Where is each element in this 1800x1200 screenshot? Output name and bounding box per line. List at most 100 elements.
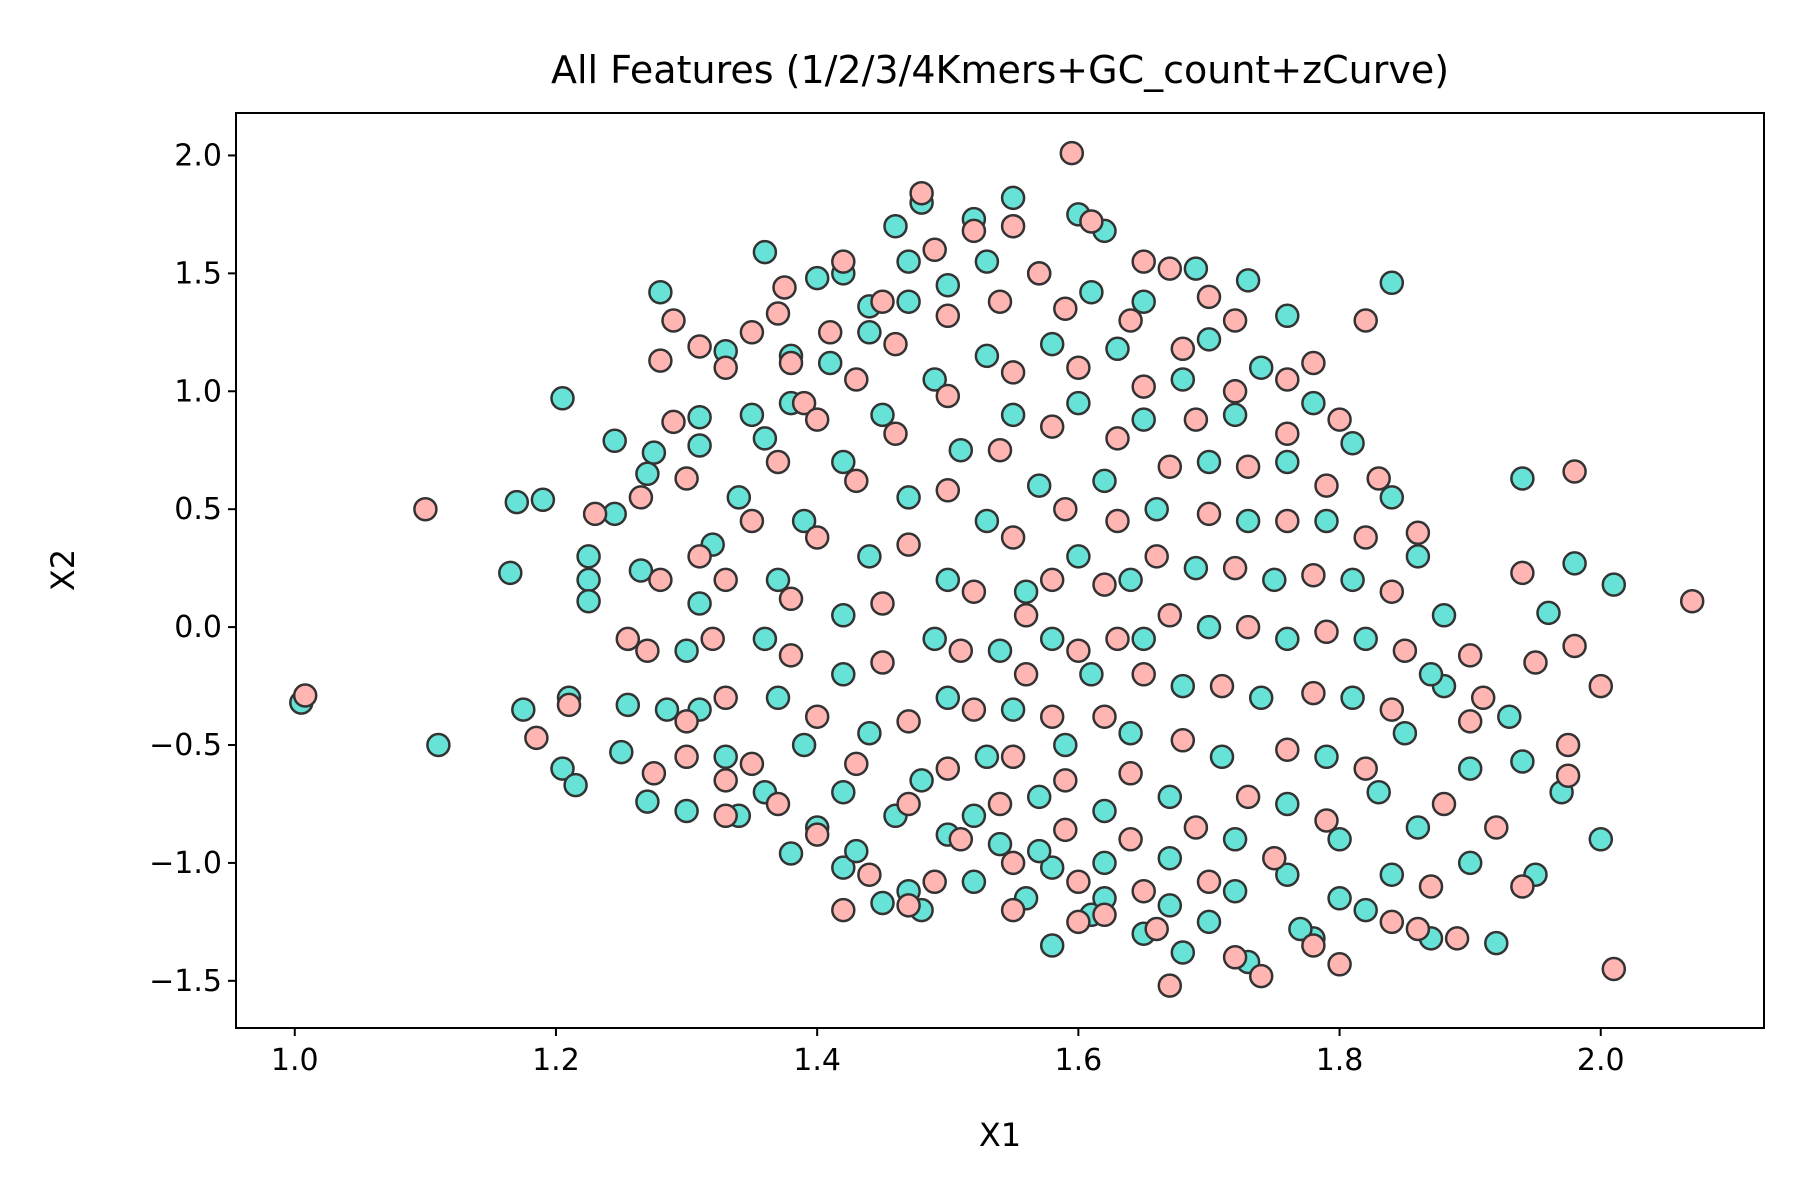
scatter-point-series-1 — [687, 591, 712, 616]
scatter-point-series-2 — [1314, 473, 1339, 498]
scatter-point-series-1 — [1039, 626, 1065, 652]
x-axis: 1.0 1.2 1.4 1.6 1.8 2.0 — [271, 1028, 1625, 1078]
scatter-point-series-1 — [654, 697, 680, 722]
scatter-point-series-1 — [922, 367, 947, 392]
y-tick-label: 1.5 — [174, 256, 222, 291]
scatter-point-series-2 — [896, 532, 921, 557]
scatter-point-series-2 — [831, 249, 856, 274]
scatter-point-series-1 — [1275, 862, 1300, 887]
scatter-point-series-2 — [1000, 525, 1026, 550]
scatter-point-series-1 — [1026, 473, 1052, 498]
scatter-point-series-2 — [1000, 213, 1026, 239]
y-tick-label: −1.0 — [149, 846, 222, 881]
scatter-point-series-2 — [1222, 945, 1248, 970]
scatter-point-series-2 — [987, 289, 1013, 314]
points-layer — [289, 140, 1705, 998]
scatter-point-series-2 — [1523, 650, 1548, 675]
scatter-point-series-1 — [831, 449, 856, 475]
scatter-point-series-1 — [1275, 791, 1300, 817]
scatter-point-series-1 — [1092, 798, 1117, 824]
scatter-point-series-2 — [1118, 308, 1143, 333]
scatter-point-series-1 — [1536, 600, 1561, 626]
scatter-point-series-1 — [1301, 390, 1326, 416]
scatter-point-series-1 — [831, 779, 856, 805]
scatter-point-series-2 — [1013, 603, 1039, 628]
scatter-point-series-2 — [1431, 791, 1457, 817]
scatter-point-series-1 — [883, 213, 908, 239]
scatter-point-series-1 — [1379, 862, 1405, 887]
scatter-point-series-2 — [791, 390, 817, 416]
scatter-point-series-1 — [1314, 744, 1339, 770]
scatter-point-series-1 — [648, 279, 673, 305]
scatter-point-series-2 — [1601, 956, 1627, 982]
scatter-point-series-1 — [1340, 567, 1365, 593]
scatter-point-series-1 — [1196, 614, 1222, 640]
scatter-point-series-2 — [883, 331, 908, 357]
scatter-point-series-2 — [1144, 544, 1169, 569]
scatter-point-series-1 — [1092, 850, 1117, 876]
scatter-point-series-2 — [1327, 407, 1352, 432]
scatter-point-series-2 — [1000, 744, 1026, 770]
scatter-point-series-2 — [1405, 520, 1431, 546]
scatter-point-series-1 — [1157, 784, 1183, 810]
scatter-point-series-2 — [1092, 704, 1117, 729]
scatter-point-series-2 — [1353, 756, 1378, 781]
scatter-point-series-1 — [752, 426, 778, 451]
scatter-point-series-2 — [661, 308, 686, 333]
scatter-point-series-2 — [1053, 768, 1078, 793]
scatter-point-series-2 — [987, 791, 1013, 817]
scatter-point-series-2 — [615, 626, 641, 652]
scatter-point-series-2 — [648, 348, 673, 373]
scatter-point-series-1 — [1431, 603, 1457, 628]
scatter-point-series-1 — [1562, 551, 1587, 576]
scatter-point-series-1 — [1275, 303, 1300, 329]
scatter-point-series-2 — [1510, 560, 1535, 586]
scatter-point-series-1 — [922, 626, 947, 652]
scatter-point-series-1 — [1275, 449, 1300, 475]
scatter-point-series-1 — [1026, 838, 1052, 864]
scatter-point-series-2 — [1039, 414, 1065, 439]
scatter-point-series-1 — [1248, 685, 1274, 711]
scatter-point-series-1 — [857, 320, 882, 345]
scatter-point-series-1 — [974, 343, 1000, 369]
scatter-point-series-2 — [817, 320, 843, 345]
scatter-point-series-1 — [615, 692, 641, 718]
scatter-point-series-2 — [961, 579, 987, 604]
scatter-point-series-2 — [922, 237, 947, 263]
scatter-point-series-1 — [857, 544, 882, 569]
scatter-point-series-1 — [674, 798, 699, 824]
scatter-point-series-2 — [772, 275, 797, 300]
scatter-point-series-1 — [1340, 430, 1365, 456]
scatter-point-series-1 — [1484, 930, 1509, 956]
scatter-point-series-2 — [1235, 454, 1261, 479]
scatter-point-series-2 — [1555, 763, 1581, 788]
scatter-point-series-2 — [739, 751, 765, 777]
scatter-point-series-1 — [896, 289, 921, 314]
scatter-point-series-1 — [602, 428, 627, 454]
scatter-point-series-2 — [1301, 680, 1326, 706]
scatter-point-series-1 — [1510, 749, 1535, 774]
scatter-point-series-2 — [1105, 426, 1130, 451]
scatter-point-series-1 — [628, 558, 654, 583]
scatter-point-series-2 — [739, 508, 765, 534]
scatter-point-series-2 — [1196, 284, 1222, 310]
scatter-point-series-2 — [1235, 614, 1261, 640]
scatter-point-series-2 — [870, 591, 895, 616]
scatter-point-series-1 — [1392, 720, 1418, 746]
scatter-point-series-2 — [1418, 874, 1444, 899]
scatter-point-series-2 — [896, 791, 921, 817]
scatter-point-series-1 — [1066, 544, 1091, 569]
scatter-point-series-2 — [1196, 501, 1222, 527]
scatter-point-series-1 — [791, 508, 817, 534]
scatter-point-series-1 — [550, 386, 575, 411]
scatter-point-series-1 — [426, 732, 451, 758]
scatter-point-series-2 — [883, 421, 908, 446]
scatter-point-series-1 — [1013, 579, 1039, 604]
scatter-point-series-1 — [987, 638, 1013, 663]
scatter-point-series-2 — [1144, 916, 1169, 942]
scatter-point-series-1 — [870, 890, 895, 916]
scatter-point-series-1 — [1262, 567, 1287, 593]
chart-title: All Features (1/2/3/4Kmers+GC_count+zCur… — [551, 48, 1449, 92]
scatter-point-series-2 — [1053, 496, 1078, 522]
